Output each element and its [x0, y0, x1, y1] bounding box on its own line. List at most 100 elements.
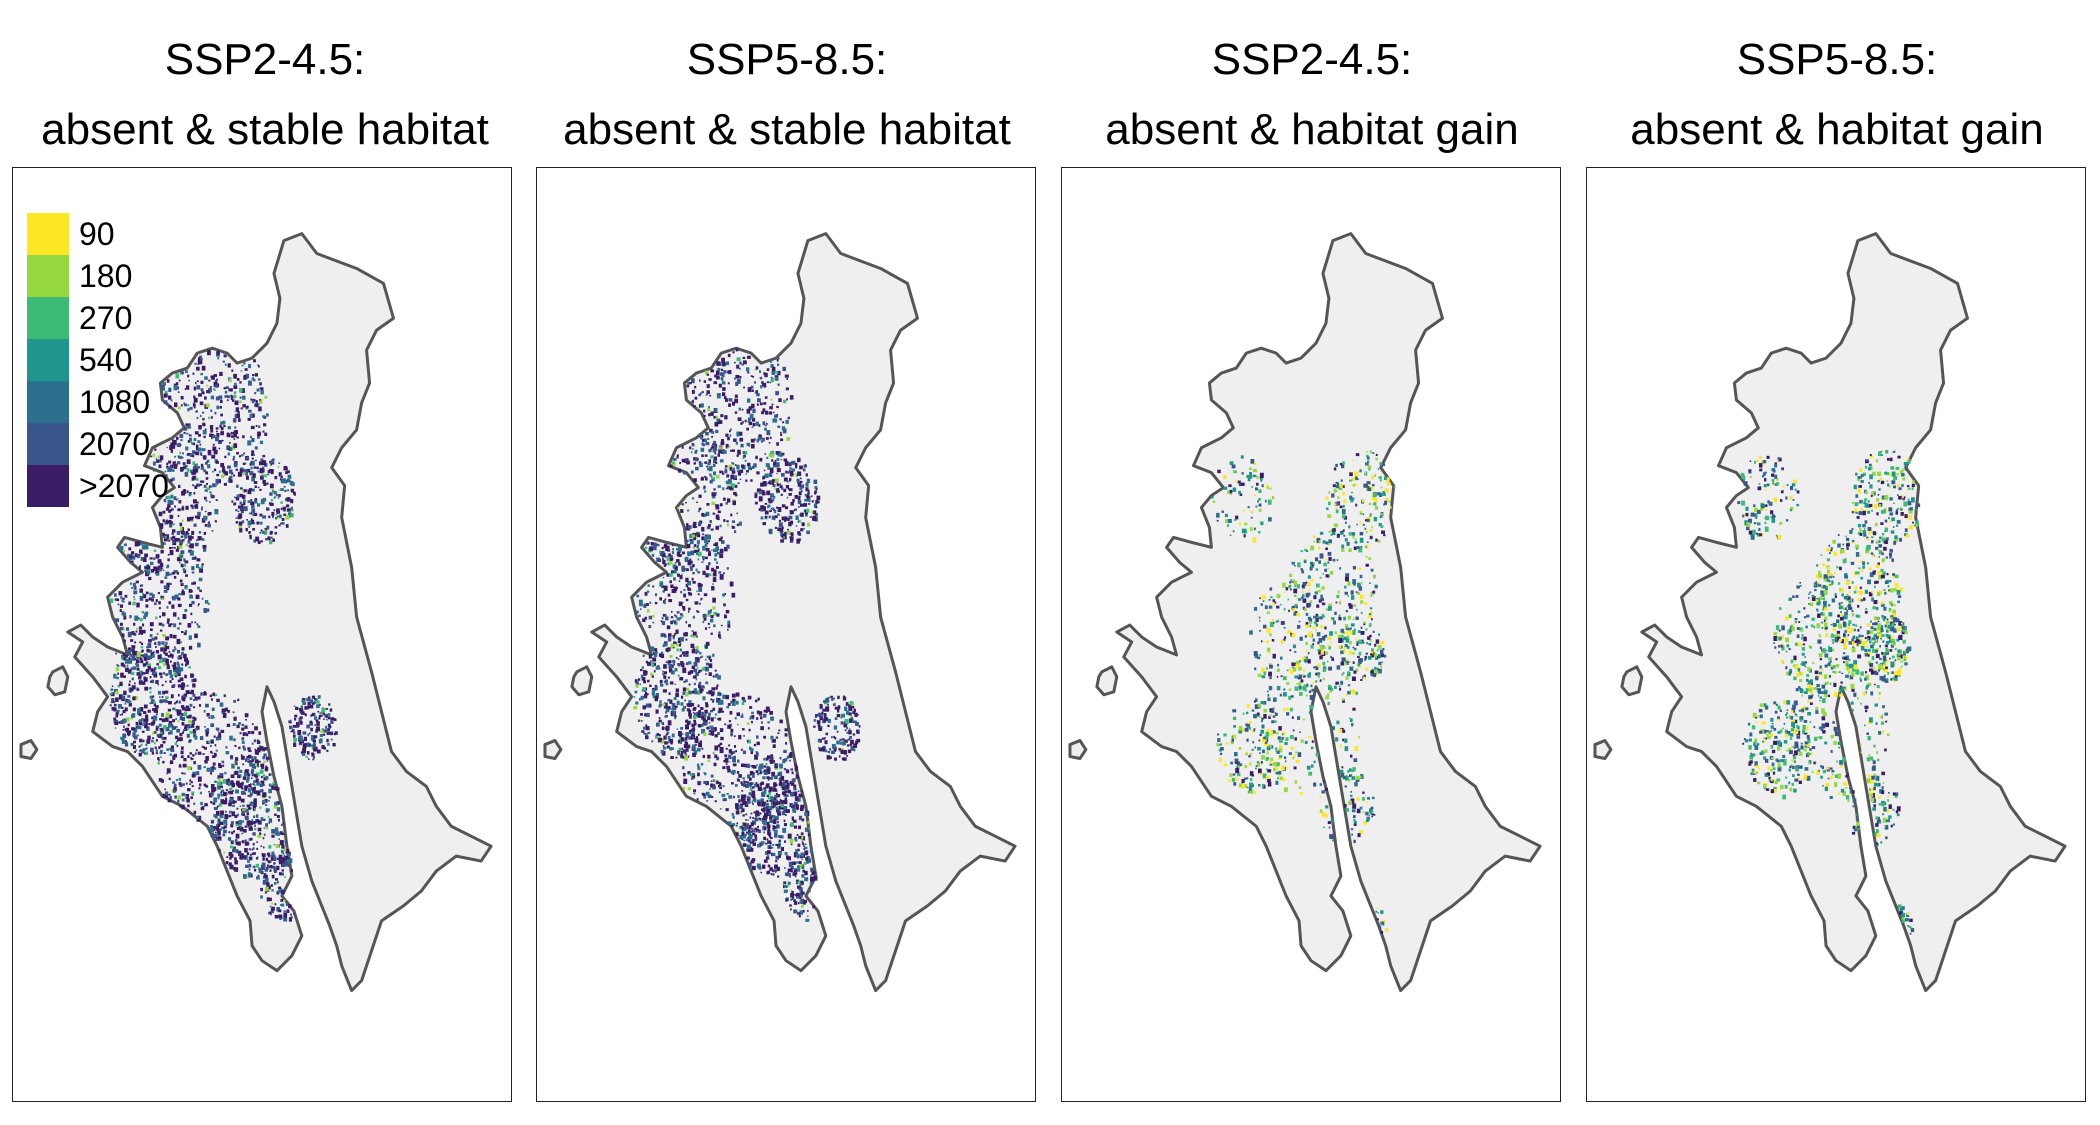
habitat-cell	[272, 784, 275, 786]
habitat-cell	[219, 400, 223, 404]
habitat-cell	[728, 398, 733, 402]
habitat-cell	[771, 771, 776, 777]
habitat-cell	[270, 856, 274, 861]
habitat-cell	[858, 725, 861, 728]
habitat-cell	[204, 396, 207, 400]
habitat-cell	[123, 690, 127, 696]
habitat-cell	[786, 436, 791, 441]
habitat-cell	[187, 788, 191, 792]
habitat-cell	[161, 524, 163, 527]
habitat-cell	[150, 747, 154, 752]
habitat-cell	[227, 864, 230, 866]
habitat-cell	[708, 613, 711, 617]
habitat-cell	[709, 473, 712, 476]
habitat-cell	[788, 521, 792, 527]
habitat-cell	[187, 439, 190, 443]
habitat-cell	[229, 735, 233, 741]
habitat-cell	[177, 391, 180, 393]
habitat-cell	[247, 872, 252, 877]
habitat-cell	[303, 736, 308, 741]
habitat-cell	[271, 489, 275, 493]
habitat-cell	[738, 734, 742, 740]
habitat-cell	[777, 363, 780, 366]
habitat-cell	[643, 680, 647, 684]
habitat-cell	[791, 468, 795, 472]
habitat-cell	[221, 821, 225, 825]
habitat-cell	[123, 675, 126, 678]
habitat-cell	[186, 468, 190, 472]
habitat-cell	[146, 570, 151, 575]
habitat-cell	[251, 508, 256, 514]
habitat-cell	[241, 520, 245, 524]
habitat-cell	[688, 607, 691, 611]
habitat-cell	[793, 509, 796, 512]
habitat-cell	[268, 865, 271, 868]
habitat-cell	[119, 622, 123, 626]
habitat-cell	[250, 461, 253, 464]
habitat-cell	[799, 891, 803, 897]
habitat-cell	[698, 709, 702, 713]
habitat-cell	[688, 381, 692, 385]
habitat-cell	[251, 377, 255, 381]
habitat-cell	[725, 361, 730, 366]
habitat-cell	[678, 637, 681, 641]
habitat-cell	[641, 698, 643, 701]
habitat-cell	[190, 434, 192, 437]
habitat-cell	[329, 725, 332, 728]
habitat-cell	[175, 499, 178, 501]
habitat-cell	[198, 531, 202, 534]
habitat-cell	[796, 474, 798, 477]
habitat-cell	[694, 601, 699, 605]
habitat-cell	[231, 811, 236, 815]
habitat-cell	[792, 474, 795, 477]
habitat-cell	[676, 728, 679, 730]
habitat-cell	[222, 360, 225, 363]
habitat-cell	[175, 717, 177, 721]
habitat-cell	[777, 875, 780, 878]
habitat-cell	[169, 680, 172, 684]
habitat-cell	[686, 384, 690, 388]
habitat-cell	[725, 808, 729, 812]
habitat-cell	[283, 917, 288, 922]
habitat-cell	[725, 443, 729, 448]
habitat-cell	[233, 385, 238, 389]
habitat-cell	[732, 401, 736, 406]
habitat-cell	[768, 811, 772, 816]
habitat-cell	[701, 391, 704, 394]
habitat-cell	[242, 404, 246, 408]
habitat-cell	[182, 539, 185, 542]
habitat-cell	[198, 704, 202, 707]
habitat-cell	[250, 777, 253, 779]
habitat-cell	[168, 405, 172, 409]
habitat-cell	[644, 691, 647, 695]
habitat-cell	[810, 874, 812, 877]
habitat-cell	[702, 722, 706, 726]
habitat-cell	[705, 704, 709, 708]
habitat-cell	[253, 739, 257, 743]
habitat-cell	[783, 799, 788, 805]
habitat-cell	[774, 487, 777, 491]
habitat-cell	[741, 420, 744, 424]
habitat-cell	[220, 729, 225, 734]
habitat-cell	[235, 833, 240, 839]
habitat-cell	[165, 726, 170, 732]
habitat-cell	[188, 423, 191, 426]
habitat-cell	[807, 489, 810, 492]
habitat-cell	[298, 735, 303, 741]
habitat-cell	[827, 718, 831, 723]
habitat-cell	[801, 858, 803, 861]
habitat-cell	[158, 607, 161, 610]
habitat-cell	[181, 697, 186, 701]
habitat-cell	[822, 708, 826, 712]
habitat-cell	[741, 764, 745, 767]
habitat-cell	[698, 681, 702, 685]
habitat-cell	[259, 746, 264, 751]
habitat-cell	[229, 787, 233, 791]
habitat-cell	[739, 826, 742, 830]
habitat-cell	[314, 716, 317, 720]
habitat-cell	[707, 622, 710, 625]
habitat-cell	[800, 899, 805, 904]
habitat-cell	[239, 826, 244, 832]
habitat-cell	[751, 858, 756, 862]
habitat-cell	[290, 508, 294, 512]
